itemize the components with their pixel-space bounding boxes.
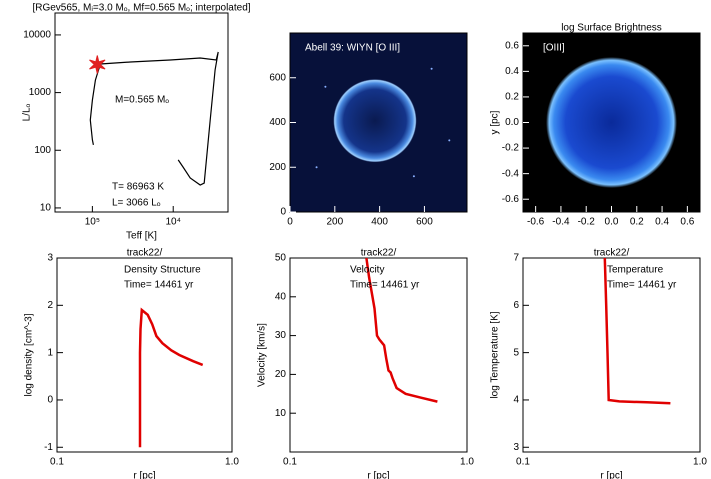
x-tick-label: 0.4 [655, 217, 669, 228]
x-axis-label: r [pc] [367, 471, 389, 479]
y-tick-label: 3 [47, 253, 53, 264]
y-tick-label: 50 [275, 253, 287, 264]
star-dot [430, 67, 433, 70]
x-tick-label: 400 [371, 217, 388, 228]
x-tick-label: 0.0 [605, 217, 619, 228]
annotation: M=0.565 Mₒ [115, 95, 169, 106]
annotation: Abell 39: WIYN [O III] [305, 43, 400, 54]
y-tick-label: -0.4 [502, 168, 520, 179]
x-axis-label: Teff [K] [126, 231, 157, 242]
y-tick-label: 3 [513, 442, 519, 453]
star-dot [448, 139, 451, 142]
y-tick-label: 0 [280, 207, 286, 218]
y-tick-label: 0.6 [505, 40, 519, 51]
y-tick-label: 4 [513, 395, 519, 406]
y-tick-label: 1000 [29, 87, 52, 98]
data-line [365, 258, 438, 403]
panel: -0.6 -0.4 -0.2 0.0 0.2 0.4 0.6 -0.6 -0.4 -0.2 0.0 0… [490, 23, 701, 228]
y-tick-label: 0.0 [505, 117, 519, 128]
y-tick-label: 100 [34, 145, 51, 156]
axes-frame [56, 257, 233, 453]
annotation: Time= 14461 yr [607, 280, 677, 291]
nebula [546, 57, 677, 188]
annotation: Density Structure [124, 265, 201, 276]
y-tick-label: 0 [47, 395, 53, 406]
nebula [333, 79, 417, 163]
y-axis-label: log Temperature [K] [490, 311, 501, 398]
panel-title: track22/ [127, 248, 163, 259]
annotation: L= 3066 Lₒ [112, 198, 161, 209]
y-tick-label: 0.4 [505, 66, 519, 77]
annotation: Velocity [350, 265, 384, 276]
panel-title: track22/ [361, 248, 397, 259]
y-tick-label: 2 [47, 300, 53, 311]
axes-frame [522, 257, 701, 453]
star-dot [412, 175, 415, 178]
y-tick-label: 600 [269, 72, 286, 83]
y-tick-label: 30 [275, 330, 287, 341]
panel: 0.1 1.0 -1 0 1 2 3 track22/r [pc] log density [c… [24, 248, 240, 479]
data-line [138, 307, 204, 448]
annotation: Time= 14461 yr [124, 280, 194, 291]
panel-title: track22/ [594, 248, 630, 259]
panel: 0.1 1.0 10 20 30 40 50 track22/r [pc] Velocity [… [257, 248, 475, 479]
x-tick-label: -0.2 [578, 217, 596, 228]
x-tick-label: 200 [326, 217, 343, 228]
axes-frame [289, 257, 468, 453]
x-tick-label: 1.0 [693, 457, 707, 468]
data-line [603, 258, 671, 405]
y-tick-label: 10 [275, 408, 287, 419]
panel: 10⁵ 10⁴ 10 100 1000 10000 [RGev565, Mᵢ=3.0 Mₒ,… [22, 3, 251, 242]
x-tick-label: 0.1 [516, 457, 530, 468]
y-tick-label: 200 [269, 162, 286, 173]
x-tick-label: 10⁴ [166, 217, 181, 228]
y-tick-label: 0.2 [505, 92, 519, 103]
x-tick-label: 1.0 [225, 457, 239, 468]
y-tick-label: 400 [269, 117, 286, 128]
x-tick-label: 1.0 [460, 457, 474, 468]
x-tick-label: 0.1 [50, 457, 64, 468]
x-tick-label: -0.4 [552, 217, 570, 228]
star-dot [324, 85, 327, 88]
annotation: Temperature [607, 265, 664, 276]
y-tick-label: 6 [513, 300, 519, 311]
y-tick-label: 10 [40, 203, 52, 214]
y-axis-label: y [pc] [490, 110, 501, 134]
y-tick-label: -0.2 [502, 143, 520, 154]
y-tick-label: 7 [513, 253, 519, 264]
y-tick-label: -1 [44, 442, 53, 453]
y-axis-label: Velocity [km/s] [257, 323, 268, 387]
annotation: Time= 14461 yr [350, 280, 420, 291]
panel: 0.1 1.0 3 4 5 6 7 track22/r [pc] log Temperature… [490, 248, 708, 479]
y-tick-label: -0.6 [502, 194, 520, 205]
x-tick-label: 0.2 [630, 217, 644, 228]
x-tick-label: -0.6 [527, 217, 545, 228]
x-tick-label: 0.6 [680, 217, 694, 228]
y-tick-label: 20 [275, 369, 287, 380]
data-line [89, 51, 219, 186]
x-tick-label: 600 [416, 217, 433, 228]
axes-frame [54, 12, 229, 213]
x-axis-label: r [pc] [600, 471, 622, 479]
y-tick-label: 10000 [23, 30, 51, 41]
x-axis-label: r [pc] [133, 471, 155, 479]
annotation: T= 86963 K [112, 182, 164, 193]
x-tick-label: 0 [287, 217, 293, 228]
x-tick-label: 10⁵ [85, 217, 100, 228]
y-tick-label: 5 [513, 347, 519, 358]
y-axis-label: log density [cm^-3] [24, 313, 35, 396]
x-tick-label: 0.1 [283, 457, 297, 468]
panel-title: [RGev565, Mᵢ=3.0 Mₒ, Mf=0.565 Mₒ; interp… [32, 3, 250, 14]
current-star [89, 55, 106, 74]
y-axis-label: L/Lₒ [22, 103, 33, 121]
star-dot [315, 166, 318, 169]
y-tick-label: 1 [47, 347, 53, 358]
annotation: [OIII] [543, 43, 565, 54]
panel: 0 200 400 600 0 200 400 600 Abell 39: WIYN [O II… [269, 32, 468, 228]
y-tick-label: 40 [275, 291, 287, 302]
panel-title: log Surface Brightness [561, 23, 662, 34]
